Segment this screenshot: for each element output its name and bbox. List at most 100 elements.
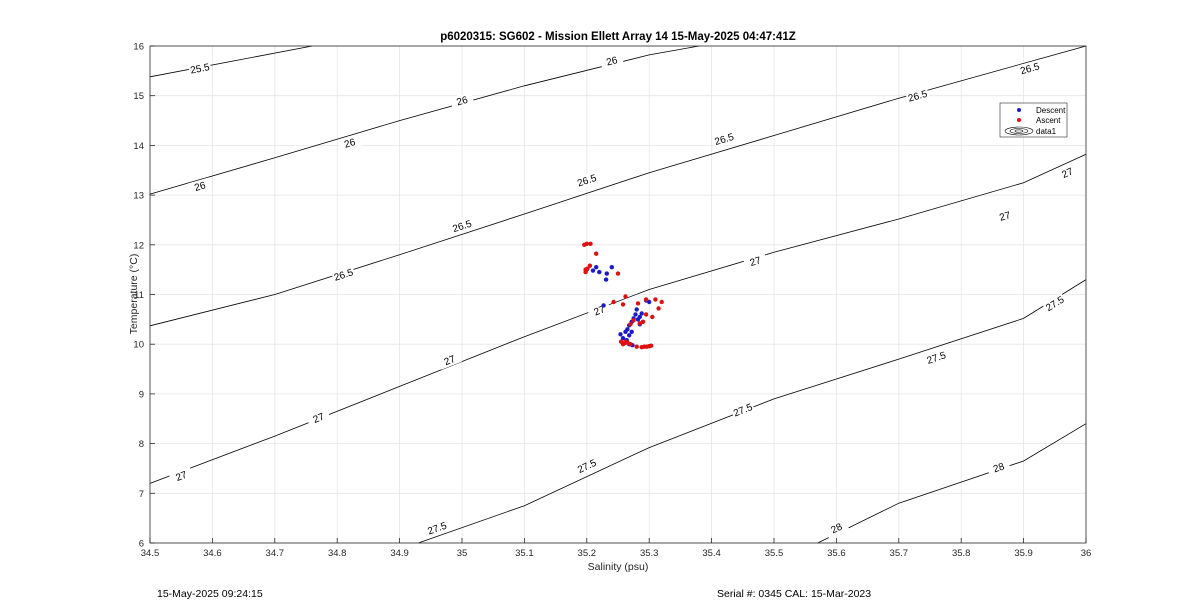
contour-label-text: 27 [174, 470, 189, 484]
descent-point [618, 332, 623, 337]
contour-label-text: 27 [443, 354, 458, 368]
contour-label-bg [823, 517, 849, 539]
ascent-point [611, 299, 616, 305]
contour-label-bg [187, 60, 212, 77]
contour-label: 27 [437, 350, 462, 370]
ascent-point [620, 302, 626, 307]
x-tick-label: 36 [1081, 548, 1092, 559]
y-tick-label: 14 [133, 141, 144, 152]
y-tick-label: 12 [133, 240, 144, 251]
contour-label-bg [905, 86, 930, 105]
x-tick-label: 35.5 [765, 548, 784, 559]
contour-label-text: 27 [749, 255, 763, 269]
footer-serial-cal: Serial #: 0345 CAL: 15-Mar-2023 [717, 588, 872, 600]
y-tick-label: 11 [134, 290, 144, 301]
legend-data1-label: data1 [1036, 127, 1057, 136]
x-axis-ticks: 34.5 34.6 34.7 34.8 34.9 35 35.1 35.2 35.3 35.4 35… [141, 538, 1092, 559]
contour-label-bg [449, 216, 475, 236]
contour-label: 27 [1054, 162, 1080, 183]
descent-point [633, 312, 638, 317]
x-tick-label: 35.8 [952, 548, 971, 559]
x-tick-label: 35.3 [640, 548, 659, 559]
contour-label-bg [711, 130, 737, 148]
x-tick-label: 35.4 [702, 548, 721, 559]
descent-point [625, 327, 630, 332]
x-tick-label: 35 [457, 548, 468, 559]
ascent-point [635, 301, 641, 306]
contour-label-bg [986, 458, 1011, 477]
contour-label-bg [168, 466, 194, 486]
ascent-point [650, 314, 655, 320]
contour-label: 28 [986, 458, 1011, 477]
contour-label-text: 25.5 [190, 62, 212, 77]
ascent-point [615, 271, 621, 276]
contour-label-bg [1017, 59, 1043, 78]
x-tick-label: 34.8 [328, 548, 347, 559]
footer-timestamp: 15-May-2025 09:24:15 [157, 588, 263, 600]
legend-ascent-label: Ascent [1036, 116, 1061, 125]
contour-line-28 [817, 423, 1087, 544]
x-tick-label: 34.9 [390, 548, 409, 559]
x-axis-label: Salinity (psu) [588, 561, 649, 573]
contour-label-text: 26 [455, 95, 469, 109]
contour-label-bg [992, 207, 1018, 225]
contour-label: 26 [449, 91, 475, 110]
contour-label: 27 [168, 466, 194, 486]
ascent-point [653, 297, 658, 302]
x-tick-label: 35.7 [890, 548, 909, 559]
descent-point [601, 303, 606, 308]
contour-label-bg [574, 455, 600, 477]
contour-label-text: 26.5 [907, 89, 929, 105]
legend-descent-label: Descent [1036, 106, 1066, 115]
x-tick-label: 35.6 [827, 548, 846, 559]
ascent-point [628, 322, 633, 327]
contour-label-text: 28 [992, 461, 1006, 475]
descent-point [604, 271, 609, 276]
x-tick-label: 34.5 [141, 548, 160, 559]
legend-box [999, 102, 1068, 138]
contour-label: 26.5 [711, 130, 737, 148]
descent-point [634, 307, 639, 312]
contour-label: 26.5 [1017, 59, 1043, 78]
contour-label-text: 26 [343, 137, 357, 151]
x-tick-label: 35.2 [578, 548, 597, 559]
contour-line-26-5 [149, 45, 1087, 327]
ascent-point [643, 297, 649, 302]
contour-label-text: 26.5 [1019, 61, 1041, 77]
contour-label-bg [331, 265, 356, 284]
contour-label-bg [743, 252, 768, 271]
descent-point [590, 268, 596, 273]
ascent-point [631, 318, 636, 323]
contour-label-bg [424, 518, 450, 538]
y-tick-label: 13 [133, 191, 144, 202]
contour-label: 26 [187, 177, 213, 195]
ascent-point [648, 343, 654, 348]
contour-label-text: 27 [1060, 166, 1075, 181]
contour-label: 25.5 [187, 60, 212, 77]
contour-line-25-5 [149, 45, 313, 78]
ascent-point [584, 241, 589, 246]
ascent-point [623, 294, 628, 299]
y-tick-label: 6 [139, 539, 144, 550]
descent-point [639, 311, 644, 316]
contour-label: 26 [337, 134, 362, 152]
x-tick-label: 35.9 [1014, 548, 1033, 559]
legend-contour-icon [1004, 126, 1034, 136]
contour-label-bg [730, 400, 756, 420]
chart-title: p6020315: SG602 - Mission Ellett Array 1… [440, 31, 796, 43]
contour-label-bg [337, 134, 362, 152]
descent-point [647, 299, 652, 305]
ascent-point [656, 306, 661, 311]
y-axis-label: Temperature (°C) [128, 254, 140, 335]
contour-label: 27 [992, 207, 1018, 225]
grid [150, 46, 1086, 543]
ascent-point [594, 251, 599, 256]
ascent-point [628, 342, 633, 347]
contour-label: 28 [823, 517, 849, 539]
data-points [582, 241, 664, 350]
y-tick-label: 9 [139, 389, 144, 400]
descent-point [627, 333, 632, 338]
x-tick-label: 35.1 [515, 548, 534, 559]
contour-label: 27 [743, 252, 768, 271]
